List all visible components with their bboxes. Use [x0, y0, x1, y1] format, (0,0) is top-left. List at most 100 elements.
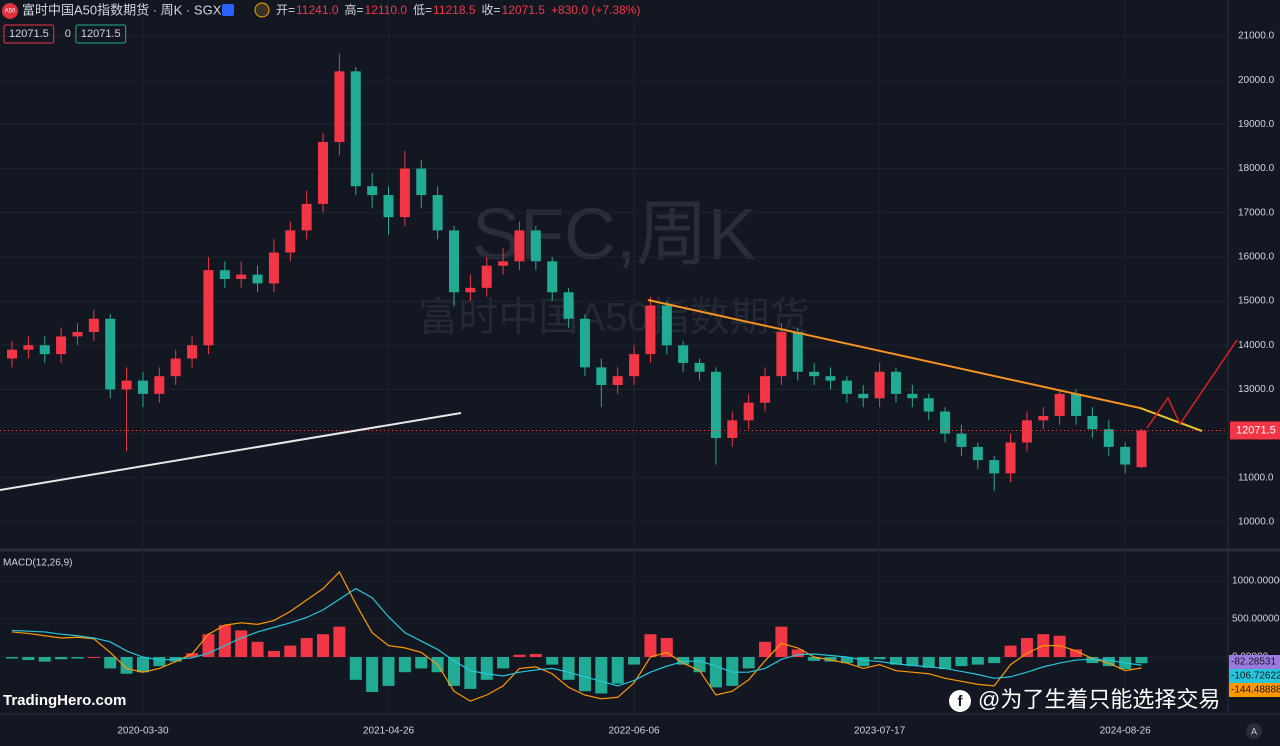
macd-histogram-bar: [611, 657, 624, 684]
macd-histogram-bar: [1102, 657, 1115, 667]
candle-body: [39, 345, 50, 355]
macd-histogram-bar: [447, 657, 460, 686]
candle-body: [972, 446, 983, 461]
auto-scale-button[interactable]: [1246, 723, 1262, 739]
logo: [2, 3, 18, 19]
ohlc-label: 开=: [276, 3, 295, 17]
macd-histogram-bar: [136, 657, 149, 673]
candle-body: [301, 203, 312, 231]
candle-body: [743, 402, 754, 421]
macd-histogram-bar: [267, 650, 280, 658]
macd-histogram-bar: [104, 657, 117, 669]
y-tick-label: 20000.0: [1238, 75, 1275, 86]
macd-histogram-bar: [529, 653, 542, 658]
candle-body: [219, 270, 230, 279]
candle-body: [383, 195, 394, 218]
x-tick-label: 2023-07-17: [854, 726, 906, 737]
value-box-text: 0: [65, 28, 71, 40]
macd-histogram-bar: [693, 657, 706, 673]
macd-value-tag: [1229, 655, 1280, 669]
candle-body: [890, 371, 901, 394]
status-icon: [254, 2, 270, 18]
candle-body: [514, 230, 525, 262]
macd-line: [11, 587, 1142, 687]
candle-body: [579, 318, 590, 368]
macd-histogram-bar: [759, 641, 772, 658]
candle-body: [416, 168, 427, 196]
macd-histogram-bar: [464, 657, 477, 689]
candle-body: [841, 380, 852, 394]
macd-histogram-bar: [595, 657, 608, 694]
macd-histogram-bar: [840, 657, 853, 664]
ohlc-value: 11218.5: [433, 3, 476, 17]
candle-body: [367, 186, 378, 196]
candle-body: [481, 265, 492, 288]
macd-histogram-bar: [22, 657, 35, 661]
candle-body: [678, 345, 689, 363]
y-tick-label: 15000.0: [1238, 296, 1275, 307]
trend-line: [647, 299, 1141, 409]
projection-line: [1146, 339, 1238, 429]
candle-body: [1136, 430, 1147, 468]
macd-histogram-bar: [726, 657, 739, 686]
candle-body: [989, 460, 1000, 474]
macd-histogram-bar: [218, 625, 231, 658]
macd-histogram-bar: [709, 657, 722, 688]
value-box: [3, 24, 55, 44]
y-tick-label: 11000.0: [1238, 472, 1274, 483]
watermark: 富时中国A50指数期货: [418, 296, 809, 340]
macd-histogram-bar: [300, 638, 313, 658]
candle-body: [105, 318, 116, 390]
candle-body: [448, 230, 459, 293]
ohlc-label: 低=: [413, 3, 432, 17]
macd-histogram-bar: [775, 626, 788, 658]
candle-body: [874, 371, 885, 399]
candle-body: [121, 380, 132, 390]
macd-histogram-bar: [939, 657, 952, 670]
candle-body: [268, 252, 279, 284]
macd-histogram-bar: [922, 657, 935, 668]
x-tick-label: 2024-08-26: [1100, 726, 1152, 737]
macd-histogram-bar: [660, 638, 673, 658]
macd-histogram-bar: [1020, 638, 1033, 658]
facebook-icon: [949, 690, 971, 712]
candle-body: [629, 354, 640, 377]
candle-body: [23, 345, 34, 350]
macd-histogram-bar: [1086, 657, 1099, 664]
macd-histogram-bar: [284, 645, 297, 658]
macd-histogram-bar: [955, 657, 968, 667]
candle-body: [187, 345, 198, 359]
auto-scale-label[interactable]: A: [1251, 726, 1257, 736]
candle-body: [907, 393, 918, 399]
candle-body: [465, 287, 476, 293]
candle-body: [825, 376, 836, 381]
candle-body: [760, 376, 771, 403]
candle-body: [1005, 442, 1016, 474]
macd-histogram-bar: [1135, 657, 1148, 664]
y-tick-label: 18000.0: [1238, 163, 1275, 174]
candle-body: [498, 261, 509, 266]
candle-body: [661, 305, 672, 346]
indicator-title: MACD(12,26,9): [3, 558, 72, 569]
macd-histogram-bar: [889, 657, 902, 665]
macd-histogram-bar: [120, 657, 133, 674]
y-tick-label: 16000.0: [1238, 252, 1275, 263]
macd-histogram-bar: [578, 657, 591, 692]
candle-body: [776, 332, 787, 377]
candle-body: [236, 274, 247, 279]
candle-body: [285, 230, 296, 253]
x-tick-label: 2021-04-26: [363, 726, 415, 737]
candle-body: [858, 393, 869, 399]
candle-body: [792, 332, 803, 372]
macd-value-label: -106.72622: [1231, 671, 1280, 682]
macd-histogram-bar: [87, 657, 100, 659]
candle-body: [72, 332, 83, 337]
macd-histogram-bar: [6, 657, 18, 659]
candle-body: [203, 270, 214, 346]
candle-body: [1120, 446, 1131, 465]
last-price-label: 12071.5: [1236, 424, 1276, 436]
value-boxes: 12071.5 0 12071.5: [3, 24, 127, 44]
y-tick-label: 21000.0: [1238, 31, 1275, 42]
macd-value-tag: [1229, 683, 1280, 697]
